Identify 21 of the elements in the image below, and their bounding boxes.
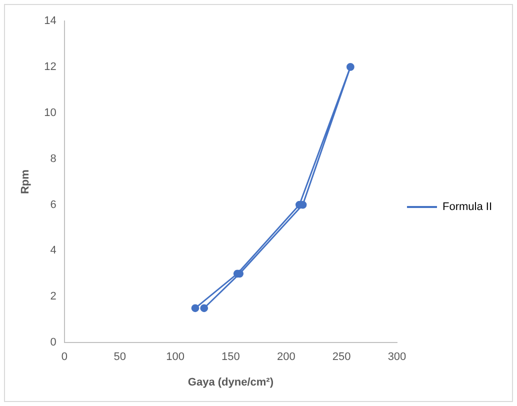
x-tick-label: 300 <box>388 351 406 364</box>
legend-label: Formula II <box>442 201 492 214</box>
y-axis-title: Rpm <box>20 169 32 194</box>
y-tick-label: 10 <box>44 106 56 119</box>
x-tick-label: 100 <box>166 351 184 364</box>
x-tick-label: 250 <box>332 351 351 364</box>
y-tick-label: 0 <box>50 336 56 349</box>
y-tick-label: 14 <box>44 15 56 28</box>
y-tick-label: 12 <box>44 60 56 73</box>
y-tick-label: 6 <box>50 198 56 211</box>
y-tick-label: 4 <box>50 244 56 257</box>
x-tick-label: 200 <box>276 351 296 364</box>
x-tick-label: 0 <box>61 351 68 364</box>
x-tick-label: 150 <box>222 351 240 364</box>
y-tick-label: 8 <box>50 152 56 165</box>
y-tick-label: 2 <box>50 290 56 303</box>
x-tick-label: 50 <box>114 351 126 364</box>
point <box>200 304 208 312</box>
point <box>191 304 200 312</box>
point <box>346 62 354 71</box>
x-axis-title: Gaya (dyne/cm²) <box>188 376 274 388</box>
